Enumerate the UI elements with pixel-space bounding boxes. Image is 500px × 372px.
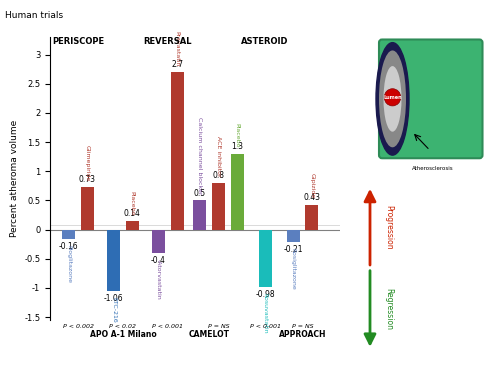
Text: 1.3: 1.3 (231, 142, 243, 151)
Text: 0.43: 0.43 (304, 193, 320, 202)
Text: P < 0.001: P < 0.001 (250, 324, 280, 329)
Bar (230, 154, 243, 230)
Text: 0.8: 0.8 (212, 171, 224, 180)
Bar (126, 221, 139, 230)
Circle shape (384, 89, 401, 106)
Text: P < 0.002: P < 0.002 (62, 324, 94, 329)
Text: Pioglitazone: Pioglitazone (66, 245, 71, 283)
Text: CAMELOT: CAMELOT (188, 330, 230, 339)
Bar (62, 230, 76, 239)
Text: 0.14: 0.14 (124, 209, 141, 218)
Text: -0.4: -0.4 (151, 256, 166, 265)
Text: ACE inhibitor: ACE inhibitor (216, 137, 221, 177)
Text: P < 0.001: P < 0.001 (152, 324, 184, 329)
Ellipse shape (376, 43, 409, 155)
Bar (81, 187, 94, 230)
Y-axis label: Percent atheroma volume: Percent atheroma volume (10, 120, 18, 237)
Text: P < 0.02: P < 0.02 (110, 324, 136, 329)
Bar (170, 72, 184, 230)
Text: 0.73: 0.73 (79, 175, 96, 184)
Text: Rosiglitazone: Rosiglitazone (290, 248, 296, 289)
Text: Atherosclerosis: Atherosclerosis (412, 166, 454, 171)
Bar (193, 201, 206, 230)
Text: -1.06: -1.06 (104, 294, 124, 303)
Ellipse shape (379, 51, 406, 147)
Text: Progression: Progression (384, 205, 393, 249)
Text: P = NS: P = NS (292, 324, 314, 329)
Text: Lumen: Lumen (383, 95, 402, 100)
Bar (107, 230, 120, 291)
Text: Human trials: Human trials (5, 11, 63, 20)
Text: Pravastatin: Pravastatin (174, 31, 180, 66)
Text: -Atorvastatin: -Atorvastatin (156, 259, 161, 299)
Bar (152, 230, 165, 253)
Text: -0.16: -0.16 (59, 242, 78, 251)
Text: PERISCOPE: PERISCOPE (52, 37, 104, 46)
Text: -0.98: -0.98 (256, 290, 275, 299)
Text: Glimepiride: Glimepiride (85, 145, 90, 181)
Text: Rosuvastatin: Rosuvastatin (262, 292, 268, 333)
Text: Calcium channel blocker: Calcium channel blocker (197, 117, 202, 195)
Text: Placebo: Placebo (234, 124, 240, 148)
FancyBboxPatch shape (379, 39, 482, 158)
Bar (306, 205, 318, 230)
Text: Regression: Regression (384, 288, 393, 330)
Bar (286, 230, 300, 242)
Text: -0.21: -0.21 (284, 245, 303, 254)
Text: Gipizide: Gipizide (310, 173, 314, 199)
Text: ASTEROID: ASTEROID (242, 37, 289, 46)
Text: Placebo: Placebo (130, 191, 135, 216)
Bar (258, 230, 272, 287)
Text: P = NS: P = NS (208, 324, 229, 329)
Text: ETC-216: ETC-216 (111, 297, 116, 323)
Text: APO A-1 Milano: APO A-1 Milano (90, 330, 156, 339)
Text: 2.7: 2.7 (171, 60, 183, 69)
Bar (212, 183, 225, 230)
Ellipse shape (384, 66, 402, 132)
Text: 0.5: 0.5 (194, 189, 205, 198)
Text: APPROACH: APPROACH (279, 330, 326, 339)
Text: REVERSAL: REVERSAL (144, 37, 192, 46)
